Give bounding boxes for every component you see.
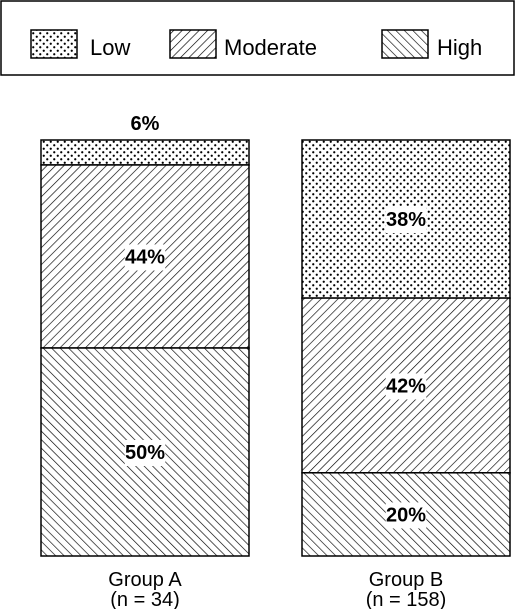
bar-labels-layer: 6% 44% 50% 38% 42% 20% bbox=[124, 113, 427, 529]
value-label-group-a-high: 50% bbox=[125, 442, 165, 464]
bar-segment-group-a-low bbox=[40, 139, 250, 166]
legend-label-high: High bbox=[437, 35, 482, 60]
value-label-group-a-low: 6% bbox=[131, 113, 160, 135]
legend-label-low: Low bbox=[90, 35, 130, 60]
category-sublabel-group-a: (n = 34) bbox=[110, 589, 179, 609]
value-label-group-a-moderate: 44% bbox=[125, 246, 165, 268]
legend-label-moderate: Moderate bbox=[224, 35, 317, 60]
value-label-bg bbox=[385, 207, 427, 234]
category-label-group-a: Group A bbox=[108, 569, 182, 591]
value-label-group-b-moderate: 42% bbox=[386, 375, 426, 397]
value-label-group-b-high: 20% bbox=[386, 504, 426, 526]
category-label-group-b: Group B bbox=[369, 569, 443, 591]
legend-swatch-moderate bbox=[169, 29, 217, 59]
category-sublabel-group-b: (n = 158) bbox=[366, 589, 447, 609]
legend-swatch-high bbox=[381, 29, 429, 59]
value-label-bg bbox=[385, 502, 427, 529]
value-label-group-b-low: 38% bbox=[386, 209, 426, 231]
category-labels-layer: Group A(n = 34) Group B(n = 158) bbox=[108, 569, 446, 609]
bars-layer bbox=[40, 139, 511, 557]
legend: Low Moderate High bbox=[0, 0, 515, 76]
legend-swatch-low bbox=[30, 29, 78, 59]
value-label-bg bbox=[124, 440, 166, 466]
value-label-bg bbox=[124, 244, 166, 271]
value-label-bg bbox=[385, 373, 427, 400]
